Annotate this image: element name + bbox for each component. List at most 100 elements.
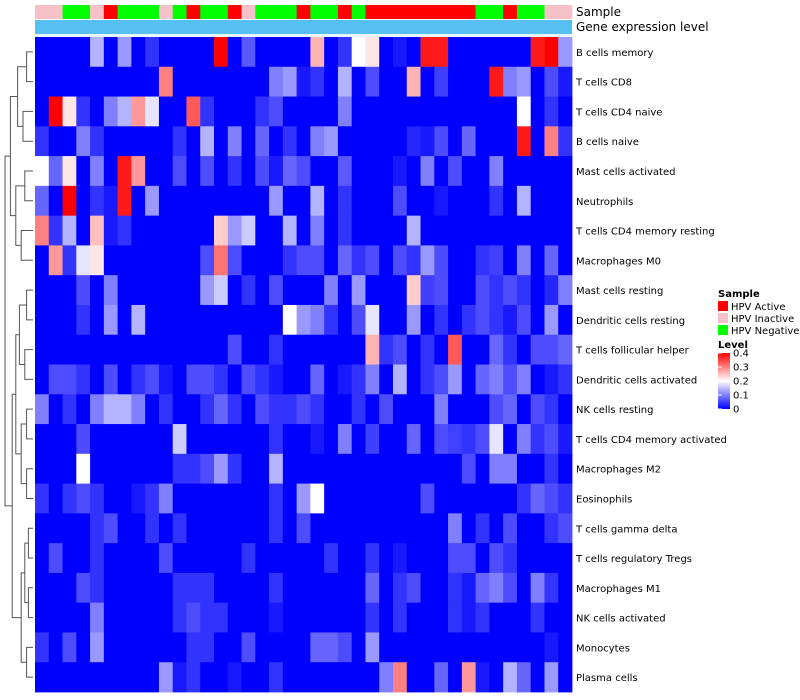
heatmap-cell bbox=[103, 424, 119, 455]
heatmap-cell bbox=[227, 453, 242, 484]
heatmap-cell bbox=[310, 453, 325, 484]
heatmap-cell bbox=[351, 364, 366, 395]
heatmap-cell bbox=[62, 304, 77, 336]
heatmap-cell bbox=[310, 572, 325, 604]
heatmap-cell bbox=[530, 126, 545, 157]
sample-annotation-cell bbox=[48, 5, 63, 19]
heatmap-cell bbox=[434, 96, 449, 127]
heatmap-cell bbox=[379, 66, 394, 97]
sample-track-label: Sample bbox=[576, 5, 621, 19]
sample-annotation-cell bbox=[351, 5, 366, 19]
heatmap-cell bbox=[241, 245, 256, 276]
heatmap-cell bbox=[62, 424, 77, 455]
heatmap-cell bbox=[255, 364, 270, 395]
heatmap-cell bbox=[558, 602, 573, 633]
sample-annotation-track bbox=[35, 5, 573, 19]
heatmap-cell bbox=[406, 304, 421, 336]
heatmap-cell bbox=[461, 334, 477, 365]
heatmap-cell bbox=[475, 572, 490, 604]
heatmap-cell bbox=[241, 453, 256, 484]
heatmap-cell bbox=[172, 275, 187, 306]
heatmap-cell bbox=[214, 37, 229, 68]
heatmap-cell bbox=[255, 304, 270, 336]
dendrogram-branch bbox=[15, 334, 22, 455]
row-label: Mast cells resting bbox=[576, 286, 663, 297]
heatmap-cell bbox=[420, 334, 435, 365]
sample-annotation-cell bbox=[214, 5, 229, 19]
heatmap-cell bbox=[530, 215, 545, 246]
heatmap-cell bbox=[544, 453, 559, 484]
heatmap-cell bbox=[241, 126, 256, 157]
heatmap-cell bbox=[461, 304, 477, 336]
heatmap-cell bbox=[461, 156, 477, 187]
heatmap-cell bbox=[117, 572, 132, 604]
heatmap-cell bbox=[186, 96, 201, 127]
heatmap-cell bbox=[475, 334, 490, 365]
heatmap-cell bbox=[62, 185, 77, 217]
heatmap-cell bbox=[406, 632, 421, 663]
heatmap-cell bbox=[131, 96, 146, 127]
heatmap-cell bbox=[475, 364, 490, 395]
sample-annotation-cell bbox=[200, 5, 215, 19]
heatmap-cell bbox=[516, 572, 532, 604]
heatmap-cell bbox=[35, 394, 50, 425]
row-label: T cells CD4 memory resting bbox=[575, 227, 715, 238]
heatmap-cell bbox=[90, 66, 105, 97]
heatmap-cell bbox=[296, 662, 311, 693]
sample-annotation-cell bbox=[227, 5, 242, 19]
heatmap-cell bbox=[558, 662, 573, 693]
heatmap-cell bbox=[393, 37, 408, 68]
heatmap-cell bbox=[269, 632, 284, 663]
heatmap-cell bbox=[186, 126, 201, 157]
heatmap-cell bbox=[241, 304, 256, 336]
heatmap-cell bbox=[365, 453, 380, 484]
heatmap-cell bbox=[351, 96, 366, 127]
legend-level-title: Level bbox=[718, 340, 748, 351]
heatmap-cell bbox=[337, 543, 353, 574]
sample-annotation-cell bbox=[558, 5, 573, 19]
heatmap-cell bbox=[35, 215, 50, 246]
heatmap-cell bbox=[145, 632, 160, 663]
heatmap-cell bbox=[379, 304, 394, 336]
heatmap-cell bbox=[186, 364, 201, 395]
heatmap-cell bbox=[76, 304, 91, 336]
heatmap-cell bbox=[503, 96, 518, 127]
heatmap-cell bbox=[448, 632, 463, 663]
heatmap-cell bbox=[337, 364, 353, 395]
heatmap-cell bbox=[282, 543, 298, 574]
heatmap-cell bbox=[434, 543, 449, 574]
heatmap-cell bbox=[448, 304, 463, 336]
heatmap-cell bbox=[420, 632, 435, 663]
heatmap-cell bbox=[255, 572, 270, 604]
heatmap-cell bbox=[324, 66, 339, 97]
heatmap-cell bbox=[227, 513, 242, 544]
row-label: Macrophages M1 bbox=[576, 584, 661, 595]
heatmap-cell bbox=[172, 453, 187, 484]
heatmap-cell bbox=[296, 37, 311, 68]
heatmap-cell bbox=[90, 662, 105, 693]
heatmap-cell bbox=[48, 424, 63, 455]
heatmap-cell bbox=[296, 96, 311, 127]
heatmap-cell bbox=[558, 215, 573, 246]
heatmap-cell bbox=[62, 96, 77, 127]
heatmap-cell bbox=[227, 543, 242, 574]
heatmap-cell bbox=[393, 572, 408, 604]
heatmap-cell bbox=[48, 66, 63, 97]
heatmap-cell bbox=[365, 572, 380, 604]
row-label: NK cells activated bbox=[576, 614, 666, 625]
heatmap-cell bbox=[186, 662, 201, 693]
heatmap-cell bbox=[365, 126, 380, 157]
heatmap-cell bbox=[76, 96, 91, 127]
heatmap-cell bbox=[48, 572, 63, 604]
heatmap-cell bbox=[62, 66, 77, 97]
dendrogram-branch bbox=[24, 349, 33, 380]
heatmap-cell bbox=[76, 483, 91, 514]
heatmap-cell bbox=[172, 37, 187, 68]
heatmap-cell bbox=[448, 424, 463, 455]
heatmap-cell bbox=[172, 96, 187, 127]
heatmap-cell bbox=[186, 334, 201, 365]
heatmap-cell bbox=[48, 304, 63, 336]
heatmap-cell bbox=[90, 126, 105, 157]
heatmap-cell bbox=[351, 304, 366, 336]
